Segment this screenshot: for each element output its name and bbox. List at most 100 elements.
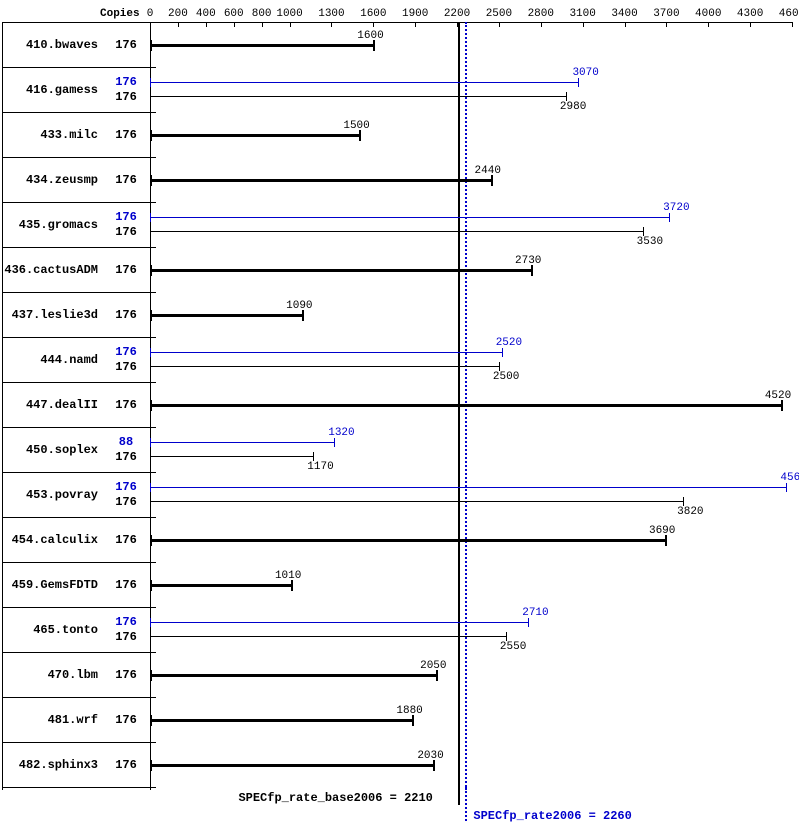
base-copies: 176: [108, 90, 144, 104]
bar-cap: [150, 497, 151, 506]
axis-tick: [750, 22, 751, 27]
row-axis-tick: [150, 742, 156, 743]
row-separator: [2, 202, 150, 203]
axis-tick-label: 1000: [276, 8, 302, 20]
base-bar: [150, 456, 313, 457]
base-copies: 176: [108, 308, 144, 322]
base-value: 2980: [560, 101, 586, 113]
base-copies: 176: [108, 128, 144, 142]
base-bar: [150, 269, 531, 272]
benchmark-name: 453.povray: [26, 488, 98, 502]
peak-copies: 176: [108, 75, 144, 89]
axis-tick-label: 2500: [486, 8, 512, 20]
bar-cap: [150, 760, 152, 771]
row-axis-tick: [150, 562, 156, 563]
axis-tick: [331, 22, 332, 27]
row-separator: [2, 742, 150, 743]
copies-header: Copies: [100, 8, 140, 20]
base-bar: [150, 636, 506, 637]
axis-tick: [792, 22, 793, 27]
axis-tick: [150, 22, 151, 27]
row-separator: [2, 427, 150, 428]
base-value: 2030: [417, 750, 443, 762]
row-axis-tick: [150, 787, 156, 788]
base-value: 4520: [765, 390, 791, 402]
row-separator: [2, 337, 150, 338]
row-separator: [2, 67, 150, 68]
base-value: 1010: [275, 570, 301, 582]
peak-value: 2710: [522, 607, 548, 619]
bar-cap: [506, 632, 507, 641]
benchmark-name: 416.gamess: [26, 83, 98, 97]
axis-tick: [262, 22, 263, 27]
benchmark-name: 470.lbm: [48, 668, 98, 682]
bar-cap: [150, 78, 151, 87]
axis-tick-label: 200: [168, 8, 188, 20]
bar-cap: [669, 213, 670, 222]
benchmark-name: 459.GemsFDTD: [12, 578, 98, 592]
base-bar: [150, 539, 665, 542]
bar-cap: [150, 632, 151, 641]
axis-tick-label: 400: [196, 8, 216, 20]
base-value: 1090: [286, 300, 312, 312]
peak-value: 2520: [496, 337, 522, 349]
row-axis-tick: [150, 382, 156, 383]
row-axis-tick: [150, 292, 156, 293]
axis-tick-label: 1300: [318, 8, 344, 20]
peak-value: 4560: [780, 472, 799, 484]
bar-cap: [150, 40, 152, 51]
bar-cap: [334, 438, 335, 447]
base-copies: 176: [108, 450, 144, 464]
bar-cap: [150, 227, 151, 236]
benchmark-name: 435.gromacs: [19, 218, 98, 232]
base-bar: [150, 501, 683, 502]
peak-copies: 176: [108, 345, 144, 359]
bar-cap: [150, 92, 151, 101]
base-copies: 176: [108, 38, 144, 52]
bar-cap: [150, 580, 152, 591]
bar-cap: [313, 452, 314, 461]
benchmark-name: 410.bwaves: [26, 38, 98, 52]
row-axis-tick: [150, 697, 156, 698]
benchmark-name: 437.leslie3d: [12, 308, 98, 322]
benchmark-name: 436.cactusADM: [4, 263, 98, 277]
row-axis-tick: [150, 247, 156, 248]
base-value: 1170: [307, 461, 333, 473]
row-axis-tick: [150, 202, 156, 203]
ref-label-base: SPECfp_rate_base2006 = 2210: [238, 791, 432, 805]
axis-tick: [415, 22, 416, 27]
base-copies: 176: [108, 173, 144, 187]
row-separator: [2, 247, 150, 248]
axis-tick: [583, 22, 584, 27]
base-bar: [150, 314, 302, 317]
base-bar: [150, 231, 643, 232]
base-copies: 176: [108, 360, 144, 374]
axis-tick-label: 2200: [444, 8, 470, 20]
axis-tick: [625, 22, 626, 27]
axis-tick-label: 3100: [569, 8, 595, 20]
base-bar: [150, 404, 781, 407]
base-bar: [150, 366, 499, 367]
peak-copies: 88: [108, 435, 144, 449]
axis-tick-label: 3700: [653, 8, 679, 20]
base-bar: [150, 134, 359, 137]
benchmark-name: 433.milc: [40, 128, 98, 142]
base-bar: [150, 96, 566, 97]
axis-tick: [666, 22, 667, 27]
peak-value: 3720: [663, 202, 689, 214]
bar-cap: [150, 213, 151, 222]
peak-bar: [150, 442, 334, 443]
base-copies: 176: [108, 578, 144, 592]
axis-tick-label: 0: [147, 8, 154, 20]
peak-value: 3070: [572, 67, 598, 79]
peak-copies: 176: [108, 210, 144, 224]
benchmark-name: 465.tonto: [33, 623, 98, 637]
bar-cap: [499, 362, 500, 371]
peak-bar: [150, 82, 578, 83]
base-value: 1500: [343, 120, 369, 132]
benchmark-name: 447.dealII: [26, 398, 98, 412]
row-axis-tick: [150, 652, 156, 653]
bar-cap: [528, 618, 529, 627]
ref-line-base-ext: [458, 787, 460, 805]
bar-cap: [150, 130, 152, 141]
